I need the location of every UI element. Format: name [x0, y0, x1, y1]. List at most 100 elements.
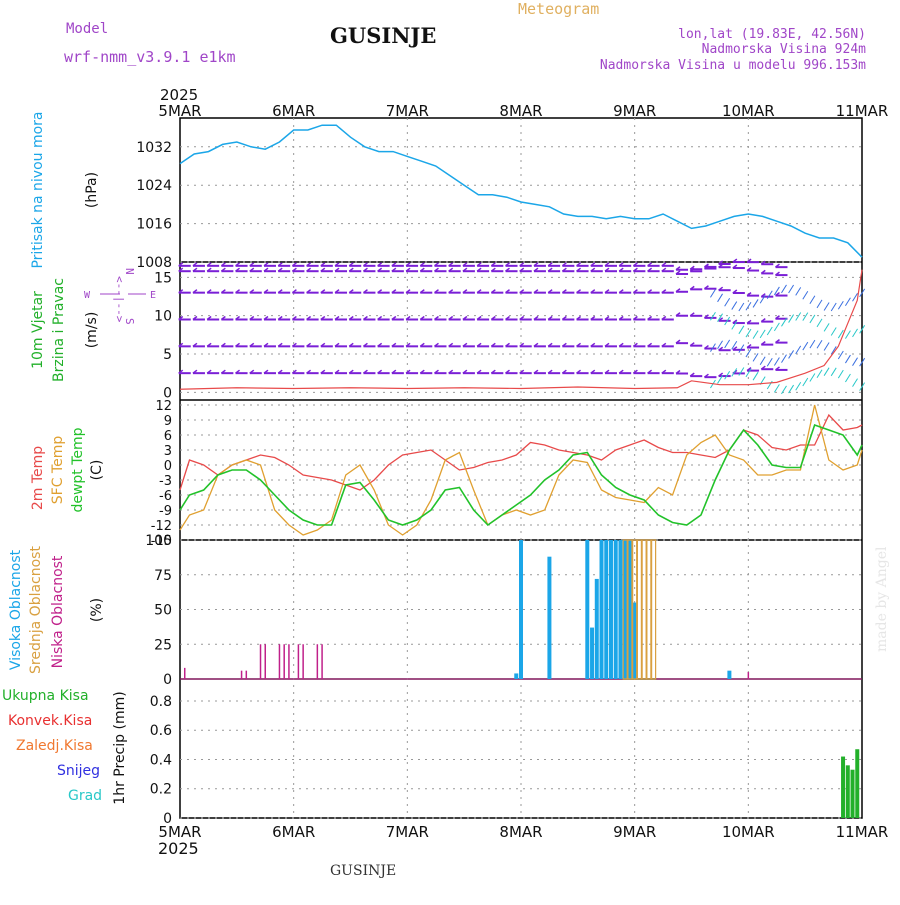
wind-flow-stroke: [752, 330, 759, 339]
location-text: lon,lat (19.83E, 42.56N): [678, 27, 866, 42]
wind-flow-stroke: [844, 330, 851, 339]
wind-barb-tip: [604, 289, 610, 294]
wind-flow-stroke: [830, 327, 837, 336]
wind-barb-tip: [448, 342, 454, 347]
wind-barb-tip: [235, 342, 241, 347]
wind-barb-tip: [775, 339, 780, 344]
wind-barb-tip: [505, 267, 510, 272]
wind-barb-tip: [590, 262, 596, 267]
wind-barb-tip: [775, 263, 780, 268]
wind-flow-stroke: [837, 329, 844, 339]
top-time-tick: 10MAR: [722, 102, 775, 120]
wind-flow-stroke: [788, 350, 795, 359]
wind-barb-tip: [462, 315, 468, 321]
wind-barb-tip: [718, 372, 724, 377]
wind-barb-tip: [490, 289, 496, 294]
precip-label-frozen: Zaledj.Kisa: [16, 738, 93, 754]
wind-barb-tip: [419, 262, 425, 267]
wind-flow-stroke: [809, 339, 816, 349]
wind-barb-tip: [362, 289, 368, 294]
wind-flow-stroke: [830, 346, 837, 355]
wind-barb-tip: [675, 266, 681, 271]
precip-label-total: Ukupna Kisa: [2, 688, 89, 704]
top-time-axis: 5MAR 6MAR 7MAR 8MAR 9MAR 10MAR 11MAR: [158, 102, 888, 120]
wind-barb-tip: [348, 289, 354, 294]
bottom-time-axis: 5MAR 6MAR 7MAR 8MAR 9MAR 10MAR 11MAR: [158, 823, 888, 841]
wind-barb-tip: [505, 342, 510, 347]
wind-barb-tip: [661, 369, 667, 374]
wind-barb-tip: [306, 289, 312, 294]
y-tick-label: 1016: [136, 217, 172, 233]
wind-flow-stroke: [802, 377, 809, 387]
wind-barb-tip: [590, 342, 596, 347]
wind-barb-tip: [732, 346, 738, 351]
elevation-text: Nadmorska Visina 924m: [702, 42, 867, 57]
wind-barb-tip: [391, 262, 397, 267]
wind-flow-stroke: [781, 318, 787, 327]
wind-barb-tip: [178, 267, 184, 272]
top-time-tick: 7MAR: [386, 102, 429, 120]
wind-barb-tip: [462, 267, 468, 272]
wind-flow-stroke: [724, 297, 731, 307]
precip-label-snow: Snijeg: [57, 763, 100, 779]
wind-barb-tip: [661, 289, 667, 294]
pressure-series: [179, 124, 863, 258]
wind-barb-tip: [775, 315, 780, 320]
wind-barb-tip: [618, 267, 624, 272]
bottom-time-tick: 8MAR: [499, 823, 542, 841]
compass-arrows: <--|-->: [113, 276, 126, 323]
wind-barb-tip: [576, 267, 582, 272]
wind-barb-tip: [362, 262, 368, 267]
wind-barb-tip: [263, 315, 269, 321]
wind-barb-tip: [391, 342, 397, 347]
wind-barb-tip: [462, 369, 468, 374]
y-tick-label: 75: [154, 568, 172, 584]
temp-label-sfc: SFC Temp: [50, 436, 66, 505]
wind-barb-tip: [320, 267, 326, 272]
y-tick-label: 0: [164, 459, 172, 474]
wind-barb-tip: [348, 315, 354, 321]
wind-flow-stroke: [717, 375, 723, 384]
wind-barb-rows: [178, 258, 866, 395]
wind-barb-tip: [718, 286, 724, 291]
wind-speed-line: [179, 269, 863, 390]
wind-barb-tip: [419, 289, 425, 294]
wind-barb-tip: [590, 267, 596, 272]
wind-flow-stroke: [795, 312, 802, 321]
wind-flow-stroke: [823, 367, 830, 376]
wind-barb-tip: [604, 315, 610, 321]
top-time-tick: 11MAR: [836, 102, 889, 120]
wind-barb-tip: [647, 315, 653, 321]
high-cloud-bar: [608, 540, 613, 679]
wind-barb-tip: [391, 289, 397, 294]
wind-barb-tip: [306, 315, 312, 321]
wind-barb-tip: [703, 373, 709, 378]
wind-barb-tip: [348, 262, 354, 267]
wind-barb-tip: [746, 258, 752, 263]
compass-east: E: [150, 290, 156, 301]
high-cloud-bar: [632, 602, 637, 679]
wind-barb-tip: [703, 285, 709, 290]
wind-flow-stroke: [731, 301, 738, 310]
wind-barb-tip: [377, 267, 383, 272]
high-cloud-bar: [519, 540, 523, 679]
footer-station: GUSINJE: [330, 863, 396, 879]
high-cloud-bar: [727, 670, 732, 679]
credit-text: made by Angel: [874, 546, 890, 652]
wind-barb-tip: [547, 315, 553, 321]
wind-barb-tip: [476, 369, 482, 374]
wind-barb-tip: [760, 269, 766, 275]
wind-barb-tip: [419, 315, 425, 321]
wind-barb-tip: [249, 267, 255, 272]
top-time-tick: 5MAR: [158, 102, 201, 120]
wind-barb-tip: [249, 369, 255, 374]
wind-barb-tip: [377, 315, 383, 321]
wind-barb-tip: [192, 342, 198, 347]
wind-flow-stroke: [759, 294, 766, 304]
wind-barb-tip: [192, 369, 198, 374]
wind-barb-tip: [377, 262, 383, 267]
wind-speed-series: [179, 269, 863, 390]
